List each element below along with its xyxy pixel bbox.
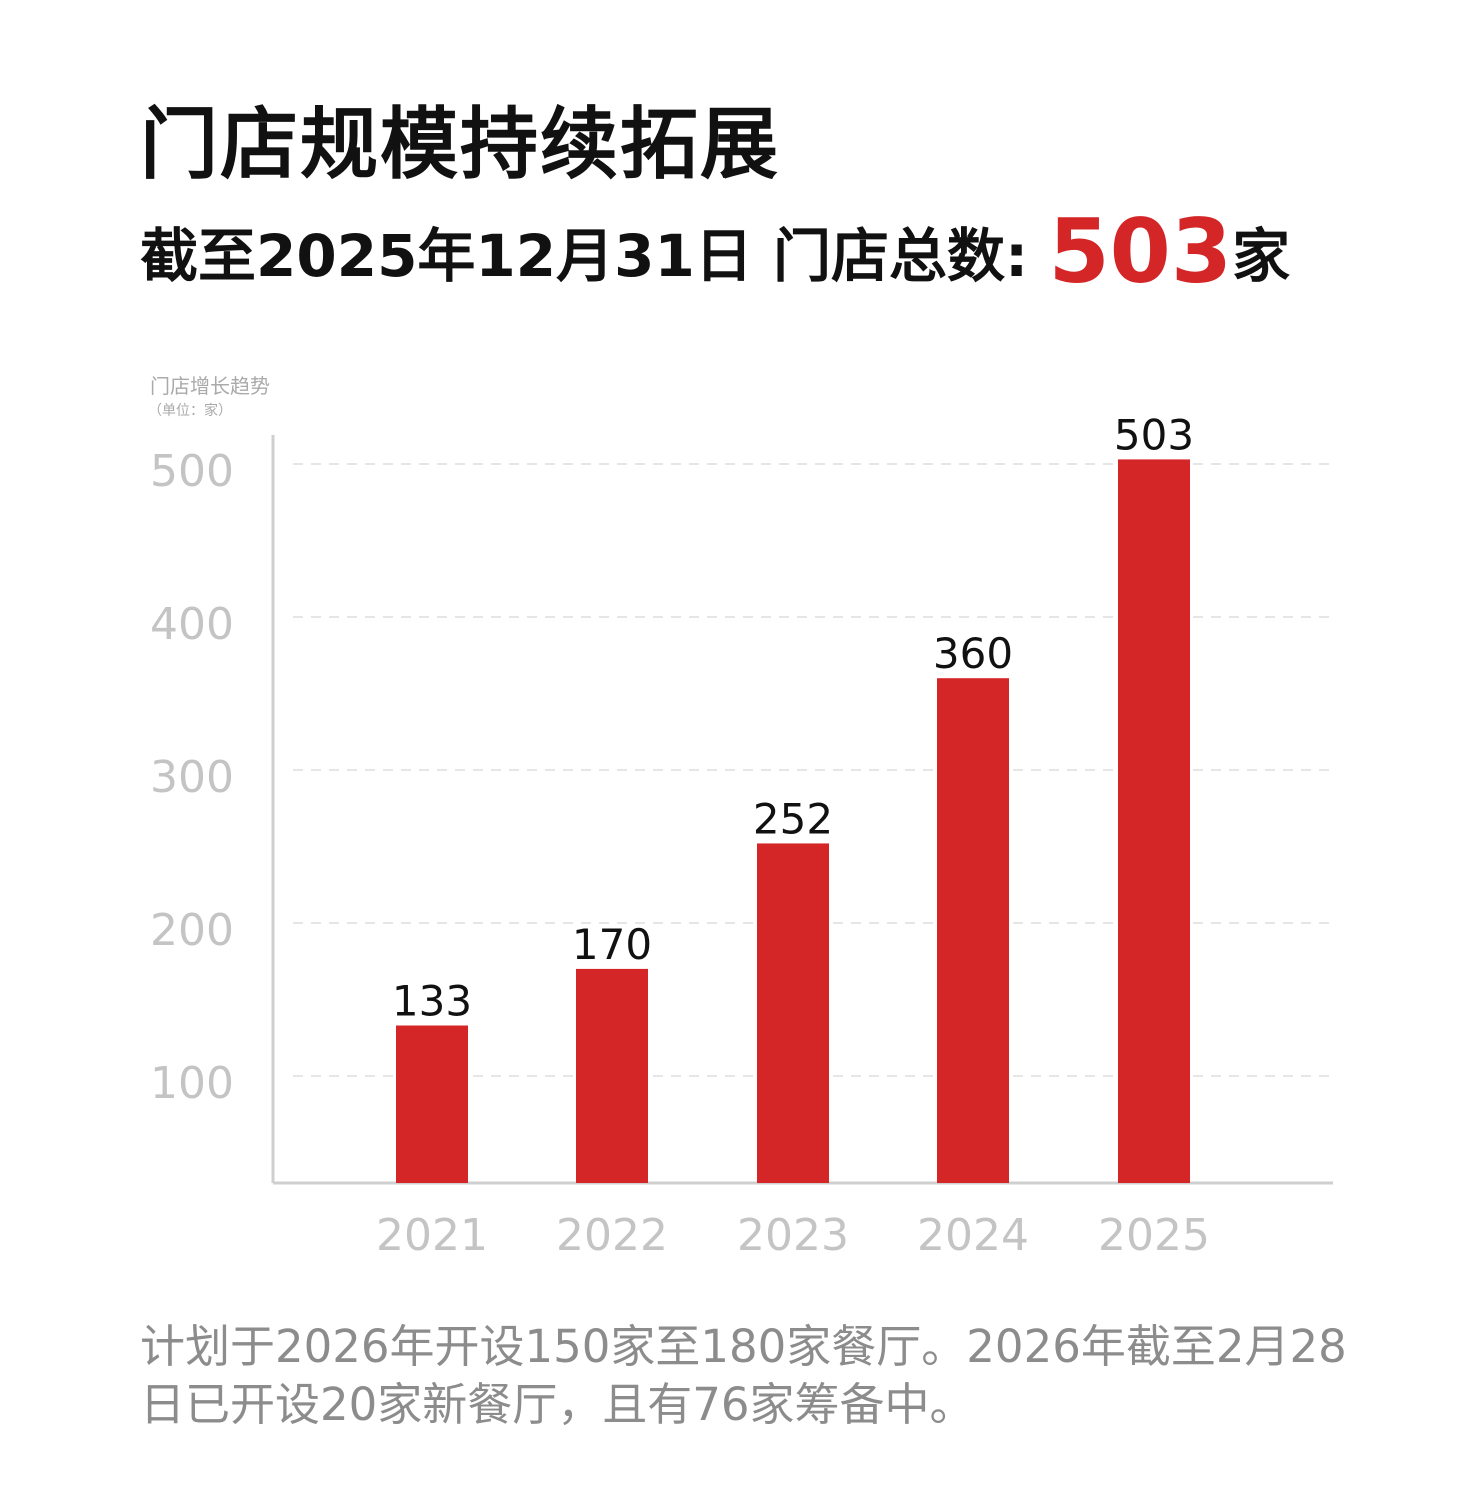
x-tick-label: 2022 bbox=[556, 1210, 668, 1261]
bar-2022 bbox=[576, 968, 648, 1183]
data-label: 170 bbox=[572, 920, 652, 969]
x-tick-label: 2021 bbox=[376, 1210, 488, 1261]
bar-2021 bbox=[396, 1025, 468, 1183]
x-tick-label: 2025 bbox=[1098, 1210, 1210, 1261]
bar-2024 bbox=[937, 678, 1009, 1183]
subtitle-prefix: 截至2025年12月31日 门店总数: bbox=[140, 222, 1049, 290]
chart-title: 门店增长趋势 bbox=[150, 374, 270, 398]
y-tick-label: 500 bbox=[150, 446, 234, 497]
page-subtitle: 截至2025年12月31日 门店总数: 503家 bbox=[140, 200, 1290, 303]
subtitle-suffix: 家 bbox=[1232, 222, 1291, 290]
y-tick-label: 400 bbox=[150, 599, 234, 650]
total-store-count: 503 bbox=[1048, 200, 1233, 303]
data-label: 133 bbox=[392, 977, 472, 1026]
y-tick-label: 300 bbox=[150, 752, 234, 803]
data-label: 503 bbox=[1114, 410, 1194, 459]
data-label: 252 bbox=[753, 794, 833, 843]
x-tick-label: 2023 bbox=[737, 1210, 849, 1261]
chart-unit-label: （单位：家） bbox=[148, 403, 232, 419]
bar-2025 bbox=[1118, 459, 1190, 1183]
y-tick-label: 100 bbox=[150, 1058, 234, 1109]
bar-2023 bbox=[757, 843, 829, 1183]
data-label: 360 bbox=[933, 629, 1013, 678]
x-tick-label: 2024 bbox=[917, 1210, 1029, 1261]
y-tick-label: 200 bbox=[150, 905, 234, 956]
page-title: 门店规模持续拓展 bbox=[140, 100, 781, 190]
footnote: 计划于2026年开设150家至180家餐厅。2026年截至2月28日已开设20家… bbox=[140, 1320, 1347, 1431]
